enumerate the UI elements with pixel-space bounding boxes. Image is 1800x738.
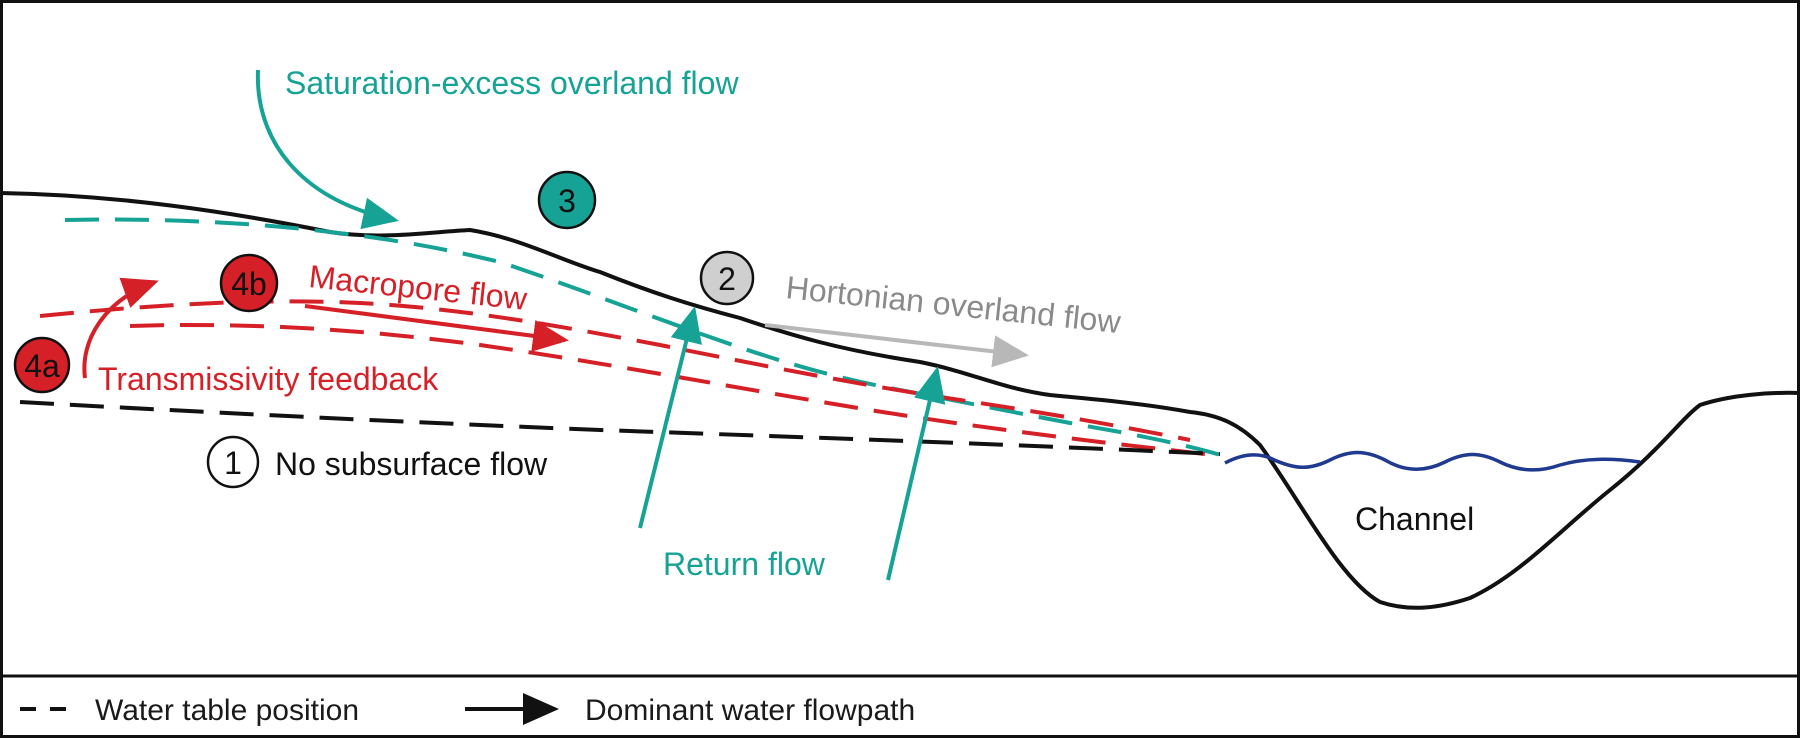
return-flow-label: Return flow [663,546,826,582]
ground-surface [0,191,1800,610]
teal-water-table-line [64,217,1231,460]
saturation-excess-label: Saturation-excess overland flow [285,65,739,101]
return-flow-arrow-right-icon [886,366,946,581]
badge-1: 1 [206,435,260,489]
hortonian-flow-arrow-icon [764,323,1029,368]
hortonian-label: Hortonian overland flow [784,269,1123,340]
badge-4a: 4a [13,336,71,394]
badge-4b-text: 4b [231,266,267,302]
saturation-excess-arrow-icon [255,69,399,230]
transmissivity-feedback-arrow-icon [82,277,159,379]
badge-4b: 4b [219,253,279,313]
black-water-table-line [19,400,1221,456]
no-subsurface-label: No subsurface flow [275,446,548,482]
return-flow-arrow-left-icon [638,306,702,529]
legend: Water table position Dominant water flow… [20,693,915,727]
legend-flowpath-label: Dominant water flowpath [585,694,915,727]
badge-2: 2 [699,250,755,306]
legend-water-table-label: Water table position [95,694,359,727]
red-lower-water-table-line [129,322,1221,458]
macropore-flow-arrow-icon [304,304,569,352]
badge-2-text: 2 [718,261,736,297]
badge-3: 3 [537,170,597,230]
badge-4a-text: 4a [24,348,60,384]
channel-water-surface [1224,450,1641,472]
transmissivity-label: Transmissivity feedback [98,361,439,397]
badge-1-text: 1 [224,445,242,481]
channel-label: Channel [1355,501,1474,537]
badge-3-text: 3 [558,183,576,219]
